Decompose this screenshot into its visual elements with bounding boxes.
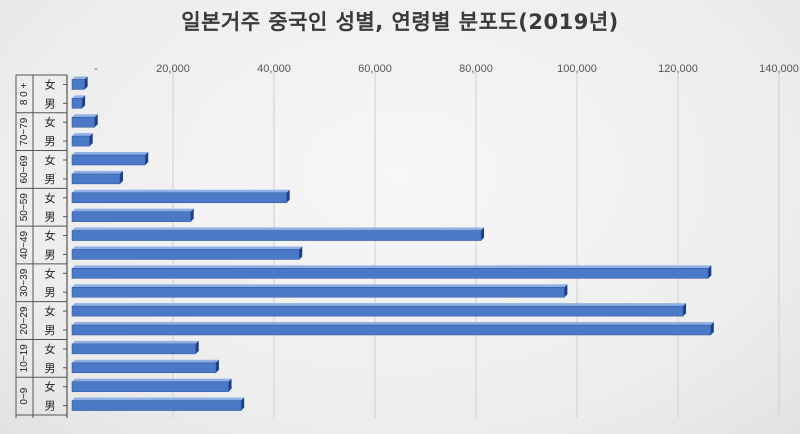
sex-label: 女 — [45, 266, 56, 280]
sex-label: 女 — [45, 380, 56, 394]
bar-top-face — [72, 284, 568, 288]
bar-top-face — [72, 397, 245, 401]
bar — [71, 305, 684, 317]
age-group-label: 50~59 — [19, 193, 30, 222]
age-group-label: 0~9 — [19, 387, 30, 404]
bar-side-face — [84, 76, 88, 90]
sex-label: 男 — [45, 135, 56, 148]
x-tick-label: 140,000 — [759, 63, 799, 75]
bar-top-face — [72, 340, 199, 344]
x-tick-label: 60,000 — [358, 63, 392, 75]
x-tick-label: 80,000 — [459, 63, 493, 75]
sex-label: 男 — [45, 324, 56, 337]
bar-top-face — [72, 303, 687, 307]
bar — [71, 192, 287, 204]
sex-label: 女 — [45, 77, 56, 91]
bar-top-face — [72, 133, 93, 137]
bar-side-face — [94, 114, 98, 128]
bar-side-face — [299, 246, 303, 260]
bar-top-face — [72, 208, 194, 212]
sex-label: 男 — [45, 211, 56, 224]
x-tick-label: 120,000 — [658, 63, 698, 75]
bar-side-face — [710, 322, 714, 335]
sex-label: 男 — [45, 173, 56, 186]
bar-top-face — [72, 246, 303, 250]
age-group-label: 60~69 — [19, 155, 30, 184]
age-group-label: 10~19 — [19, 344, 30, 373]
sex-label: 女 — [45, 304, 56, 318]
bar — [71, 324, 712, 336]
x-axis-ticks: - 20,000 40,000 60,000 80,000 100,000 120,000 1… — [94, 63, 799, 75]
x-tick-label: - — [94, 63, 98, 75]
age-group-label: 40~49 — [19, 231, 30, 260]
sex-label: 女 — [45, 153, 56, 167]
gridlines — [172, 72, 780, 418]
bar — [71, 230, 482, 241]
age-group-label: 30~39 — [19, 268, 30, 297]
bar-top-face — [72, 95, 86, 99]
sex-label: 女 — [45, 191, 56, 205]
bar-top-face — [72, 378, 232, 382]
sex-label: 男 — [45, 400, 56, 413]
bar-side-face — [119, 170, 123, 184]
bar-top-face — [72, 189, 290, 193]
sex-label: 男 — [45, 286, 56, 299]
bar-top-face — [72, 76, 88, 80]
bar-side-face — [708, 265, 712, 279]
bar — [71, 98, 83, 109]
bar-top-face — [72, 114, 98, 118]
bar — [71, 79, 85, 90]
bar-side-face — [228, 378, 232, 392]
bar — [71, 268, 709, 279]
age-group-label: 20~29 — [19, 306, 30, 335]
bar — [71, 135, 90, 147]
sex-label: 男 — [45, 248, 56, 261]
bar-side-face — [564, 284, 568, 298]
bar-side-face — [82, 95, 86, 109]
bar — [71, 249, 300, 260]
bar-side-face — [241, 397, 245, 411]
bar — [71, 286, 565, 298]
bar-side-face — [89, 133, 93, 147]
bar-side-face — [195, 340, 199, 354]
sex-label: 男 — [45, 97, 56, 110]
bar — [71, 362, 217, 374]
x-tick-label: 20,000 — [156, 63, 190, 75]
x-tick-label: 100,000 — [557, 63, 597, 75]
sex-label: 女 — [45, 229, 56, 243]
bar-side-face — [286, 189, 290, 203]
bar — [71, 116, 95, 128]
chart-title: 일본거주 중국인 성별, 연령별 분포도(2019년) — [181, 10, 619, 34]
bar-top-face — [72, 359, 219, 363]
bar-side-face — [215, 359, 219, 373]
sex-label: 男 — [45, 362, 56, 375]
bar-side-face — [481, 227, 485, 241]
bar-top-face — [72, 152, 149, 155]
sex-label: 女 — [45, 115, 56, 129]
bar — [71, 400, 242, 411]
bar — [71, 154, 146, 166]
bar — [71, 381, 229, 392]
x-tick-label: 40,000 — [257, 63, 291, 75]
bar-top-face — [72, 322, 714, 325]
bars — [71, 76, 714, 411]
bar-side-face — [683, 303, 687, 317]
bar — [71, 173, 121, 185]
bar — [71, 343, 196, 355]
bar-top-face — [72, 227, 485, 231]
age-group-label: 70~79 — [19, 117, 30, 146]
bar-side-face — [145, 152, 149, 165]
sex-label: 女 — [45, 342, 56, 356]
age-group-label: 8 0 + — [19, 82, 30, 105]
bar-side-face — [190, 208, 194, 222]
bar-top-face — [72, 170, 123, 174]
bar-top-face — [72, 265, 712, 269]
bar — [71, 211, 191, 222]
